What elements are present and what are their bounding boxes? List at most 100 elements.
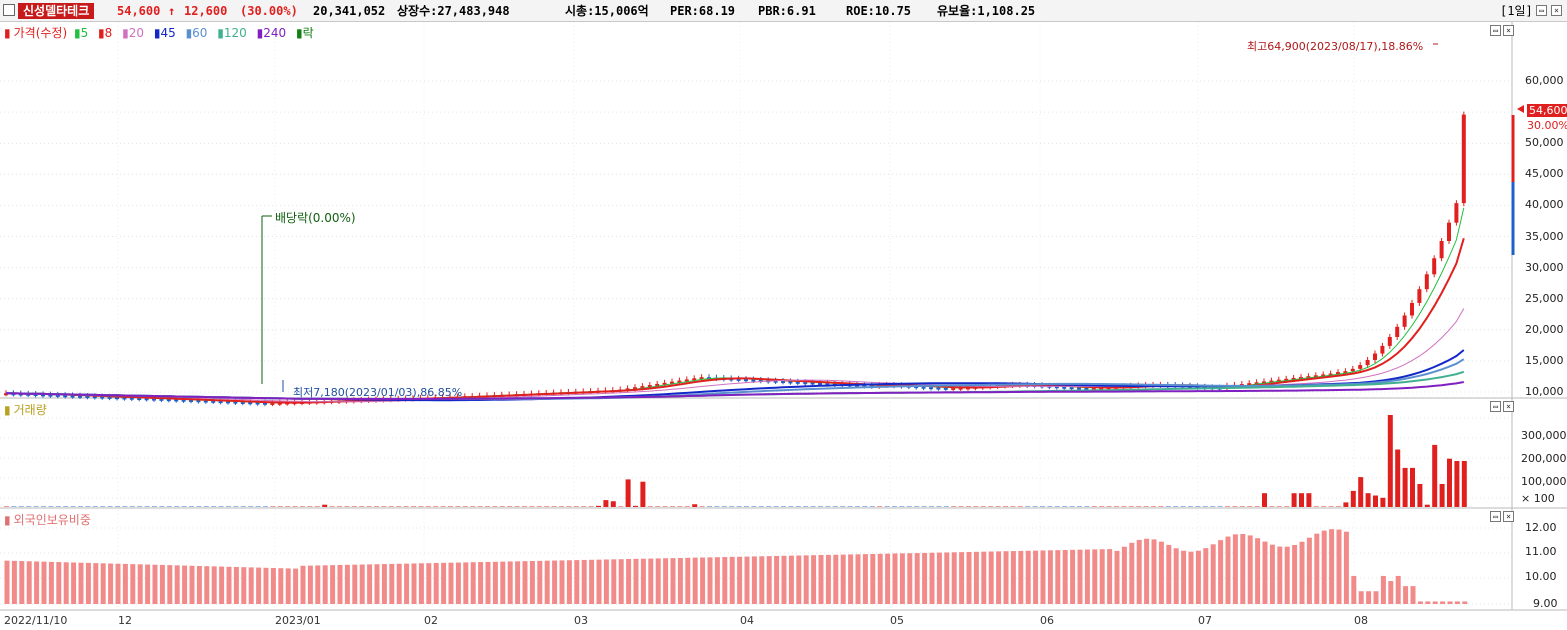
price-tick: 50,000	[1525, 136, 1564, 150]
foreign-bar	[774, 555, 780, 604]
volume-marker-icon: ▮	[4, 403, 11, 417]
select-checkbox[interactable]	[3, 4, 15, 16]
volume-bar	[625, 479, 631, 507]
volume-bar	[1373, 495, 1378, 507]
foreign-bar	[455, 562, 461, 604]
candle	[1284, 378, 1289, 381]
foreign-bar	[1388, 581, 1394, 604]
foreign-bar	[848, 554, 854, 604]
foreign-bar	[1121, 546, 1127, 604]
foreign-bar	[648, 558, 654, 604]
foreign-bar	[63, 562, 69, 604]
foreign-bar	[640, 558, 646, 604]
foreign-bar	[137, 564, 143, 604]
candle	[781, 381, 785, 384]
candle	[33, 394, 38, 397]
candle	[1350, 368, 1355, 372]
legend-ma45: ▮45	[153, 26, 176, 40]
foreign-bar	[707, 557, 713, 604]
foreign-tick: 10.00	[1525, 570, 1557, 583]
candle	[647, 385, 652, 388]
stock-name[interactable]: 신성델타테크	[18, 3, 95, 19]
foreign-bar	[34, 561, 40, 604]
foreign-bar	[670, 558, 676, 604]
foreign-bar	[1070, 549, 1076, 604]
foreign-bar	[663, 558, 669, 604]
foreign-bar	[1010, 551, 1016, 604]
foreign-bar	[907, 553, 913, 604]
foreign-bar	[1003, 551, 1009, 604]
foreign-bar	[818, 555, 824, 604]
foreign-bar	[41, 561, 47, 604]
candle	[1387, 336, 1392, 346]
foreign-bar	[4, 560, 10, 604]
foreign-bar	[1158, 541, 1164, 604]
foreign-bar	[574, 560, 580, 604]
foreign-bar	[1188, 551, 1194, 604]
candle	[277, 402, 282, 405]
foreign-bar	[811, 555, 817, 604]
restore-icon[interactable]: ▭	[1536, 5, 1547, 16]
panel-maximize-icon[interactable]: ▭	[1490, 25, 1501, 36]
panel-maximize-icon[interactable]: ▭	[1490, 401, 1501, 412]
foreign-bar	[899, 553, 905, 604]
foreign-bar	[626, 559, 632, 604]
candle	[1313, 375, 1318, 378]
candle	[810, 382, 815, 385]
candle	[166, 399, 171, 402]
panel-close-icon[interactable]: ×	[1503, 401, 1514, 412]
foreign-bar	[885, 553, 891, 604]
candle	[921, 386, 926, 389]
foreign-bar	[204, 566, 210, 604]
foreign-bar	[293, 568, 299, 604]
period-selector[interactable]: [1일]	[1500, 4, 1533, 18]
volume-bar	[640, 481, 646, 507]
close-icon[interactable]: ×	[1551, 5, 1562, 16]
foreign-tick: 9.00	[1533, 597, 1558, 610]
volume-tick: 200,000	[1521, 452, 1567, 465]
foreign-bar	[700, 557, 706, 604]
candle	[63, 395, 68, 398]
candle	[152, 398, 156, 401]
volume-bar	[1461, 461, 1467, 507]
candle	[41, 394, 45, 397]
legend-ma5: ▮5	[73, 26, 89, 40]
foreign-bar	[781, 555, 787, 604]
foreign-bar	[611, 559, 617, 604]
legend-marker-icon: ▮	[4, 26, 11, 40]
panel-maximize-icon[interactable]: ▭	[1490, 511, 1501, 522]
foreign-bar	[596, 559, 602, 604]
foreign-bar	[211, 566, 217, 604]
volume-bar	[1447, 458, 1452, 507]
foreign-bar	[1425, 601, 1431, 604]
current-price: 54,600	[117, 4, 161, 18]
per-value: PER:68.19	[670, 4, 736, 18]
foreign-bar	[914, 553, 920, 604]
foreign-bar	[182, 565, 188, 604]
candle	[936, 387, 941, 390]
foreign-bar	[877, 553, 883, 604]
dividend-annotation: 배당락(0.00%)	[275, 211, 356, 225]
candle	[107, 396, 112, 399]
foreign-bar	[589, 559, 595, 604]
foreign-bar	[189, 565, 195, 604]
foreign-bar	[226, 566, 232, 604]
candle	[1054, 386, 1059, 389]
panel-close-icon[interactable]: ×	[1503, 511, 1514, 522]
candle	[788, 381, 793, 384]
foreign-bar	[411, 563, 417, 604]
foreign-bar	[633, 558, 639, 604]
foreign-bar	[1040, 550, 1046, 604]
foreign-bar	[1055, 550, 1061, 604]
foreign-bar	[1269, 544, 1275, 604]
panel-close-icon[interactable]: ×	[1503, 25, 1514, 36]
roe-value: ROE:10.75	[846, 4, 912, 18]
foreign-bar	[1403, 586, 1409, 604]
foreign-bar	[26, 561, 32, 604]
candle	[670, 381, 674, 384]
stock-info-bar: 신성델타테크 54,600 ↑ 12,600 (30.00%) 20,341,0…	[0, 0, 1567, 22]
candle	[196, 400, 201, 403]
candle	[159, 398, 164, 401]
price-tick: 15,000	[1525, 353, 1564, 367]
